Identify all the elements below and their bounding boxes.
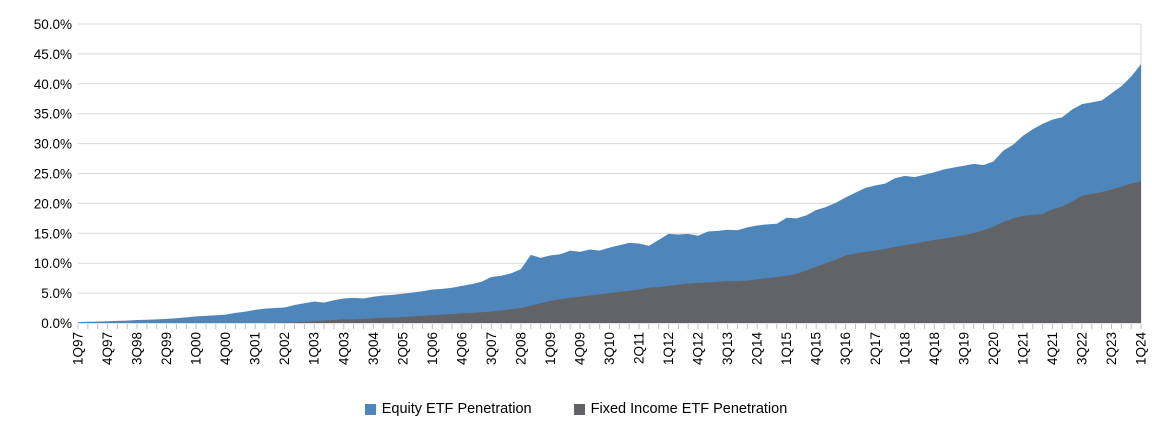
x-axis-label: 3Q19 (956, 332, 971, 365)
x-axis-label: 2Q11 (632, 332, 647, 364)
x-axis-label: 1Q21 (1015, 332, 1030, 365)
x-axis-label: 1Q12 (661, 332, 676, 365)
x-axis-label: 4Q12 (691, 332, 706, 365)
x-axis-label: 4Q21 (1045, 332, 1060, 365)
x-axis-label: 2Q17 (868, 332, 883, 365)
x-axis-label: 4Q09 (572, 332, 587, 365)
y-axis-label: 50.0% (34, 17, 72, 32)
legend-item-fixed-income: Fixed Income ETF Penetration (573, 401, 788, 417)
x-axis-label: 1Q15 (779, 332, 794, 365)
y-axis-label: 15.0% (34, 226, 72, 241)
x-axis-labels: 1Q97 4Q97 3Q98 2Q99 1Q00 4Q00 3Q01 2Q02 1Q03 4Q03… (71, 332, 1149, 366)
y-axis-label: 45.0% (34, 47, 72, 62)
x-axis-label: 1Q09 (543, 332, 558, 365)
y-axis-label: 40.0% (34, 77, 72, 92)
fixed-income-legend-label: Fixed Income ETF Penetration (590, 401, 788, 417)
x-axis-label: 2Q02 (277, 332, 292, 365)
x-axis-label: 3Q22 (1074, 332, 1089, 365)
x-axis-label: 4Q18 (927, 332, 942, 365)
x-axis-label: 2Q20 (986, 332, 1001, 365)
x-axis-label: 3Q10 (602, 332, 617, 365)
legend: Equity ETF Penetration Fixed Income ETF … (0, 401, 1152, 417)
x-axis-label: 2Q99 (159, 332, 174, 365)
x-axis-label: 2Q08 (513, 332, 528, 365)
x-axis-label: 3Q16 (838, 332, 853, 365)
x-axis-ticks (77, 324, 1142, 329)
x-axis-label: 1Q24 (1134, 332, 1149, 366)
x-axis-label: 2Q14 (750, 332, 765, 366)
x-axis-label: 1Q06 (425, 332, 440, 365)
x-axis-label: 1Q00 (189, 332, 204, 365)
x-axis-label: 1Q18 (897, 332, 912, 365)
y-axis-label: 0.0% (41, 316, 72, 331)
x-axis-label: 4Q97 (100, 332, 115, 365)
y-axis-label: 35.0% (34, 107, 72, 122)
fixed-income-legend-swatch (573, 403, 585, 415)
legend-item-equity: Equity ETF Penetration (364, 401, 532, 417)
x-axis-label: 3Q13 (720, 332, 735, 365)
y-axis-label: 5.0% (41, 286, 72, 301)
equity-legend-swatch (364, 403, 376, 415)
x-axis-label: 3Q07 (484, 332, 499, 365)
x-axis-label: 3Q98 (130, 332, 145, 365)
y-axis-labels: 0.0% 5.0% 10.0% 15.0% 20.0% 25.0% 30.0% 35.0% 40… (34, 17, 72, 331)
x-axis-label: 4Q00 (218, 332, 233, 365)
x-axis-label: 3Q04 (366, 332, 381, 366)
x-axis-label: 2Q05 (395, 332, 410, 365)
x-axis-label: 1Q03 (307, 332, 322, 365)
y-axis-label: 20.0% (34, 196, 72, 211)
equity-legend-label: Equity ETF Penetration (381, 401, 532, 417)
x-axis-label: 4Q03 (336, 332, 351, 365)
x-axis-label: 2Q23 (1104, 332, 1119, 365)
y-axis-label: 10.0% (34, 256, 72, 271)
chart-plot-area: 0.0% 5.0% 10.0% 15.0% 20.0% 25.0% 30.0% 35.0% 40… (34, 17, 1149, 366)
fixed-income-area (78, 181, 1141, 323)
x-axis-label: 3Q01 (248, 332, 263, 365)
x-axis-label: 4Q15 (809, 332, 824, 365)
x-axis-label: 4Q06 (454, 332, 469, 365)
gridlines (78, 23, 1141, 324)
y-axis-label: 30.0% (34, 137, 72, 152)
x-axis-label: 1Q97 (71, 332, 86, 365)
y-axis-label: 25.0% (34, 167, 72, 182)
